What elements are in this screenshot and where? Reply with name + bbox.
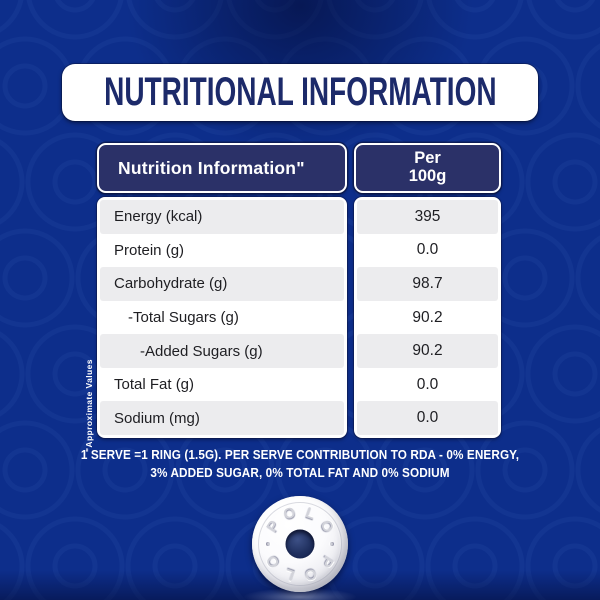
nutrient-labels-column: Energy (kcal) Protein (g) Carbohydrate (g)… bbox=[97, 197, 347, 438]
per-100g-label: 100g bbox=[408, 167, 447, 185]
nutrient-label: Sodium (mg) bbox=[114, 409, 200, 427]
table-row-value: 90.2 bbox=[357, 334, 498, 368]
nutrient-value: 395 bbox=[414, 207, 441, 225]
nutrient-label: -Total Sugars (g) bbox=[128, 309, 239, 327]
per-label: Per bbox=[414, 149, 441, 168]
approximate-values-note: "Approximate Values bbox=[84, 359, 94, 452]
table-row: Protein (g) bbox=[100, 234, 344, 268]
table-row: Total Fat (g) bbox=[100, 368, 344, 402]
footnote-line-1: 1 SERVE =1 RING (1.5G). PER SERVE CONTRI… bbox=[80, 448, 520, 462]
table-header-nutrition-information: Nutrition Information" bbox=[97, 143, 347, 193]
mint-reflection bbox=[244, 588, 356, 600]
serving-footnote: 1 SERVE =1 RING (1.5G). PER SERVE CONTRI… bbox=[0, 446, 600, 482]
table-header-left-label: Nutrition Information" bbox=[118, 157, 305, 178]
nutrient-value: 90.2 bbox=[412, 308, 443, 326]
table-row-value: 90.2 bbox=[357, 301, 498, 335]
table-row-value: 395 bbox=[357, 200, 498, 234]
nutrient-label: Energy (kcal) bbox=[114, 208, 203, 226]
footnote-line-2: 3% ADDED SUGAR, 0% TOTAL FAT AND 0% SODI… bbox=[150, 466, 450, 481]
nutrient-label: -Added Sugars (g) bbox=[140, 342, 263, 360]
table-row-value: 98.7 bbox=[357, 267, 498, 301]
nutrient-label: Carbohydrate (g) bbox=[114, 275, 228, 293]
nutrient-label: Total Fat (g) bbox=[114, 376, 195, 394]
nutrition-table: Nutrition Information" Per 100g Energy (… bbox=[97, 143, 501, 438]
mint-embossed-dot bbox=[266, 542, 270, 546]
title-banner: NUTRITIONAL INFORMATION bbox=[62, 64, 538, 121]
table-row: -Total Sugars (g) bbox=[100, 301, 344, 335]
table-row: Sodium (mg) bbox=[100, 401, 344, 436]
mint-hole bbox=[285, 529, 315, 559]
page-title: NUTRITIONAL INFORMATION bbox=[103, 70, 497, 114]
table-row: -Added Sugars (g) bbox=[100, 334, 344, 368]
nutrient-value: 0.0 bbox=[416, 409, 439, 427]
nutrient-label: Protein (g) bbox=[114, 241, 185, 259]
nutrient-value: 90.2 bbox=[412, 342, 443, 360]
nutrient-value: 98.7 bbox=[412, 274, 443, 292]
nutrient-values-column: 395 0.0 98.7 90.2 90.2 0.0 0.0 bbox=[354, 197, 501, 438]
table-row: Energy (kcal) bbox=[100, 200, 344, 234]
table-row: Carbohydrate (g) bbox=[100, 267, 344, 301]
table-header-per-100g: Per 100g bbox=[354, 143, 501, 193]
nutrient-value: 0.0 bbox=[416, 241, 439, 259]
table-row-value: 0.0 bbox=[357, 234, 498, 268]
nutrient-value: 0.0 bbox=[416, 375, 439, 393]
table-row-value: 0.0 bbox=[357, 368, 498, 402]
mint-embossed-dot bbox=[330, 542, 334, 546]
table-row-value: 0.0 bbox=[357, 401, 498, 436]
